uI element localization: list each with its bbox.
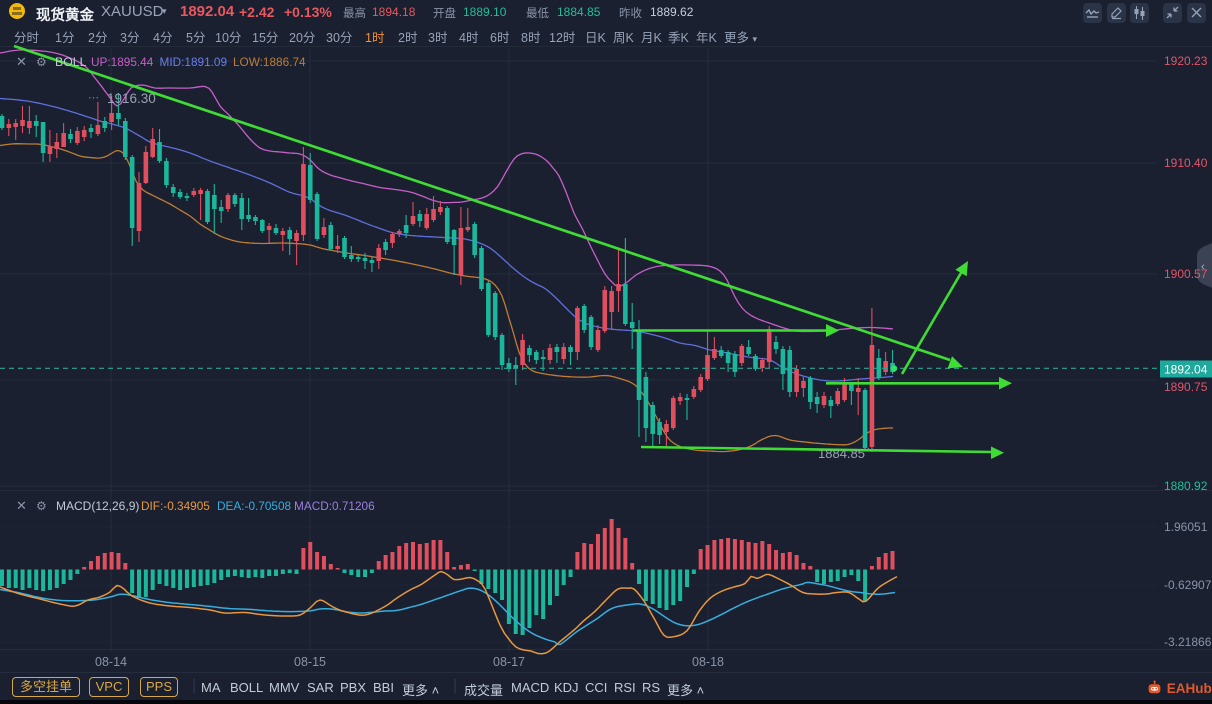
svg-text:1900.57: 1900.57 bbox=[1164, 267, 1208, 281]
svg-text:UP:1895.44: UP:1895.44 bbox=[91, 55, 154, 69]
svg-text:MACD(12,26,9): MACD(12,26,9) bbox=[56, 499, 139, 513]
svg-text:1890.75: 1890.75 bbox=[1164, 380, 1208, 394]
svg-text:08-14: 08-14 bbox=[95, 655, 127, 669]
svg-text:-3.21866: -3.21866 bbox=[1164, 635, 1212, 649]
svg-text:MID:1891.09: MID:1891.09 bbox=[160, 55, 228, 69]
svg-text:-0.62907: -0.62907 bbox=[1164, 578, 1212, 592]
svg-text:08-15: 08-15 bbox=[294, 655, 326, 669]
svg-text:⚙: ⚙ bbox=[36, 499, 47, 513]
svg-text:⋯: ⋯ bbox=[863, 443, 874, 455]
svg-text:⋯: ⋯ bbox=[88, 92, 99, 104]
svg-text:✕: ✕ bbox=[16, 54, 27, 69]
svg-text:1884.85: 1884.85 bbox=[818, 446, 865, 461]
svg-text:1920.23: 1920.23 bbox=[1164, 54, 1208, 68]
svg-text:08-17: 08-17 bbox=[493, 655, 525, 669]
svg-text:MACD:0.71206: MACD:0.71206 bbox=[294, 499, 375, 513]
svg-text:1916.30: 1916.30 bbox=[107, 91, 156, 106]
svg-text:1880.92: 1880.92 bbox=[1164, 479, 1208, 493]
svg-text:LOW:1886.74: LOW:1886.74 bbox=[233, 55, 306, 69]
svg-text:DEA:-0.70508: DEA:-0.70508 bbox=[217, 499, 292, 513]
svg-text:BOLL: BOLL bbox=[55, 55, 87, 69]
svg-text:DIF:-0.34905: DIF:-0.34905 bbox=[141, 499, 210, 513]
svg-text:1892.04: 1892.04 bbox=[1164, 363, 1208, 377]
svg-text:✕: ✕ bbox=[16, 498, 27, 513]
svg-text:‹: ‹ bbox=[1201, 261, 1205, 273]
svg-text:1910.40: 1910.40 bbox=[1164, 156, 1208, 170]
svg-text:08-18: 08-18 bbox=[692, 655, 724, 669]
svg-text:1.96051: 1.96051 bbox=[1164, 520, 1208, 534]
svg-text:⚙: ⚙ bbox=[36, 55, 47, 69]
